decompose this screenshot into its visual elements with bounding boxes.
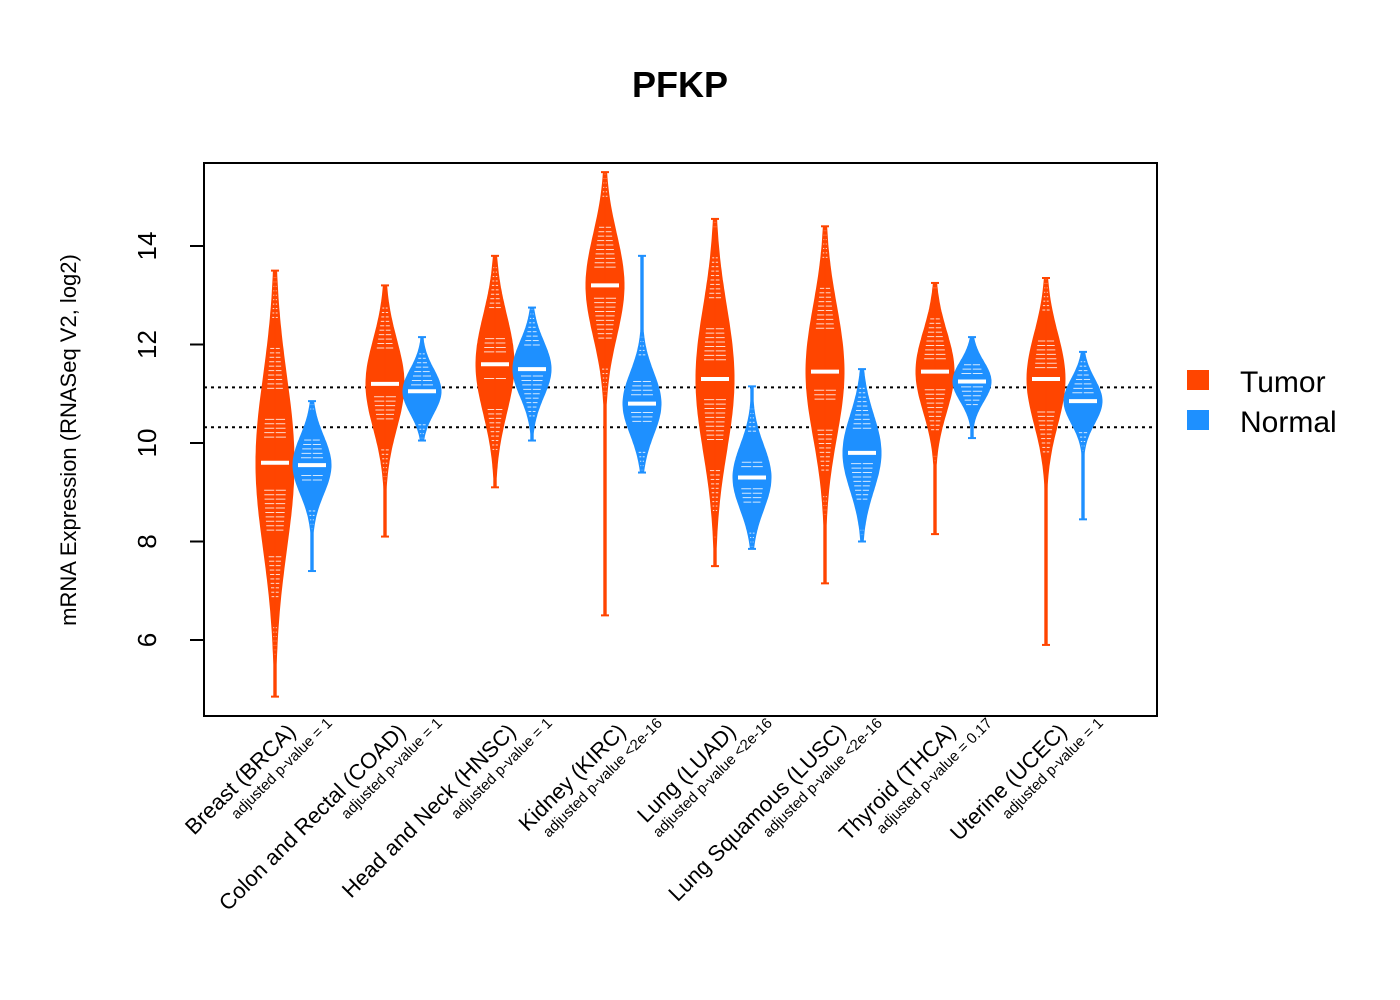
normal-violin-7 [1063,350,1103,521]
tumor-violin-5 [805,225,845,585]
y-tick-label: 6 [132,633,162,647]
tumor-violin-0 [255,269,295,698]
normal-violin-3 [622,254,662,474]
legend-normal-label: Normal [1240,406,1337,439]
y-axis-label: mRNA Expression (RNASeq V2, log2) [56,254,81,626]
y-tick-label: 10 [132,429,162,458]
y-tick-label: 14 [132,232,162,261]
chart-title: PFKP [632,64,728,105]
plot-frame [203,162,1158,717]
tumor-violin-2 [475,254,515,489]
legend: Tumor Normal [1187,366,1337,439]
y-tick-label: 8 [132,534,162,548]
normal-violin-0 [292,400,332,573]
normal-violin-4 [732,385,772,550]
normal-violin-1 [402,336,442,442]
x-category-label: Lung Squamous (LUSC) [663,719,850,906]
tumor-violin-4 [695,217,735,568]
normal-violin-5 [842,368,882,543]
normal-violin-2 [512,306,552,442]
y-tick-label: 12 [132,330,162,359]
tumor-violin-3 [585,171,625,617]
legend-normal-swatch [1187,410,1209,430]
tumor-violin-7 [1026,277,1066,646]
tumor-violin-1 [365,284,405,538]
tumor-violin-6 [915,281,955,536]
legend-tumor-swatch [1187,370,1209,390]
normal-violin-6 [952,336,992,440]
plot-area [204,171,1157,698]
legend-tumor-label: Tumor [1240,366,1326,399]
